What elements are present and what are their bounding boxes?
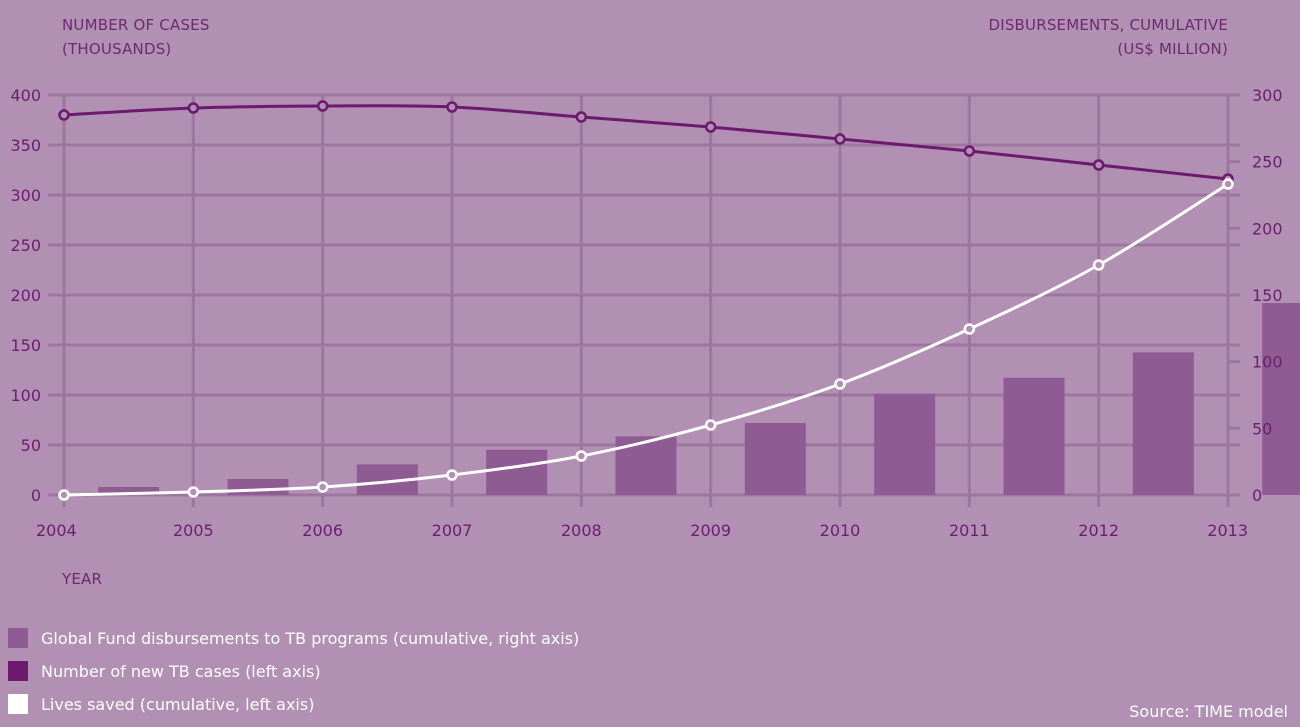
lives-point-2005	[187, 486, 200, 498]
bar-2009	[744, 423, 806, 495]
right-tick-label: 300	[1252, 86, 1283, 105]
right-axis-title-line2: (US$ MILLION)	[1117, 40, 1228, 58]
left-tick-label: 150	[10, 336, 41, 355]
lives-point-2013	[1222, 178, 1234, 190]
legend-item-disbursements: Global Fund disbursements to TB programs…	[8, 628, 579, 648]
right-tick-label: 50	[1252, 419, 1272, 438]
legend-item-lives: Lives saved (cumulative, left axis)	[8, 694, 579, 714]
legend-item-cases: Number of new TB cases (left axis)	[8, 661, 579, 681]
legend-swatch-cases	[8, 661, 28, 681]
lives-point-2010	[834, 378, 846, 390]
bar-2007	[486, 449, 548, 495]
bar-2005	[227, 479, 289, 495]
legend-label-cases: Number of new TB cases (left axis)	[41, 661, 321, 681]
cases-point-2011	[963, 145, 976, 157]
cases-point-2012	[1092, 159, 1105, 171]
cases-point-2005	[187, 102, 200, 114]
gridlines	[48, 93, 1240, 507]
left-tick-label: 350	[10, 136, 41, 155]
left-tick-label: 200	[10, 286, 41, 305]
left-tick-label: 400	[10, 86, 41, 105]
x-tick-label: 2009	[690, 521, 731, 540]
cases-point-2008	[575, 111, 588, 123]
right-tick-label: 250	[1252, 153, 1283, 172]
x-tick-label: 2012	[1078, 521, 1119, 540]
bar-2010	[874, 393, 936, 495]
cases-point-2009	[704, 121, 717, 133]
legend-label-lives: Lives saved (cumulative, left axis)	[41, 694, 315, 714]
legend-label-disbursements: Global Fund disbursements to TB programs…	[41, 628, 580, 648]
bar-2013	[1262, 303, 1300, 495]
lives-point-2007	[446, 469, 458, 481]
right-tick-label: 200	[1252, 219, 1283, 238]
left-tick-label: 100	[10, 386, 41, 405]
bar-2004	[98, 487, 160, 495]
right-axis-title-line1: DISBURSEMENTS, CUMULATIVE	[988, 16, 1228, 34]
lives-point-2006	[316, 481, 329, 493]
x-tick-label: 2005	[173, 521, 214, 540]
lives-line	[63, 182, 1229, 497]
right-tick-label: 0	[1252, 486, 1262, 505]
cases-point-2007	[446, 101, 458, 113]
right-tick-label: 100	[1252, 353, 1283, 372]
cases-point-2006	[316, 100, 329, 112]
cases-point-2010	[834, 133, 846, 145]
legend: Global Fund disbursements to TB programs…	[8, 628, 579, 727]
left-tick-label: 0	[31, 486, 41, 505]
axis-ticks: 0 50 100 150 200 250 300 350 400 0 50 100 150 200 250 3…	[10, 86, 1282, 540]
line-series	[58, 100, 1234, 501]
left-axis-title-line2: (THOUSANDS)	[62, 40, 172, 58]
legend-swatch-lives	[8, 694, 28, 714]
disbursement-bars	[98, 303, 1300, 495]
x-tick-label: 2008	[561, 521, 602, 540]
lives-point-2009	[704, 419, 717, 431]
left-axis-title-line1: NUMBER OF CASES	[62, 16, 210, 34]
lives-point-2008	[575, 450, 588, 462]
x-tick-label: 2011	[949, 521, 990, 540]
bar-2011	[1003, 377, 1065, 495]
right-tick-label: 150	[1252, 286, 1283, 305]
legend-swatch-disbursements	[8, 628, 28, 648]
left-tick-label: 300	[10, 186, 41, 205]
x-tick-label: 2006	[302, 521, 343, 540]
x-tick-label: 2004	[36, 521, 77, 540]
bar-2012	[1132, 352, 1194, 495]
lives-point-2004	[58, 489, 70, 501]
source-note: Source: TIME model	[1129, 702, 1288, 721]
left-tick-label: 50	[21, 436, 41, 455]
lives-point-2012	[1092, 259, 1105, 271]
x-axis-title: YEAR	[61, 570, 102, 588]
bar-2008	[615, 436, 677, 495]
left-tick-label: 250	[10, 236, 41, 255]
x-tick-label: 2007	[432, 521, 473, 540]
cases-point-2004	[58, 109, 70, 121]
x-tick-label: 2013	[1207, 521, 1248, 540]
lives-point-2011	[963, 323, 976, 335]
cases-line	[63, 104, 1229, 181]
x-tick-label: 2010	[820, 521, 861, 540]
